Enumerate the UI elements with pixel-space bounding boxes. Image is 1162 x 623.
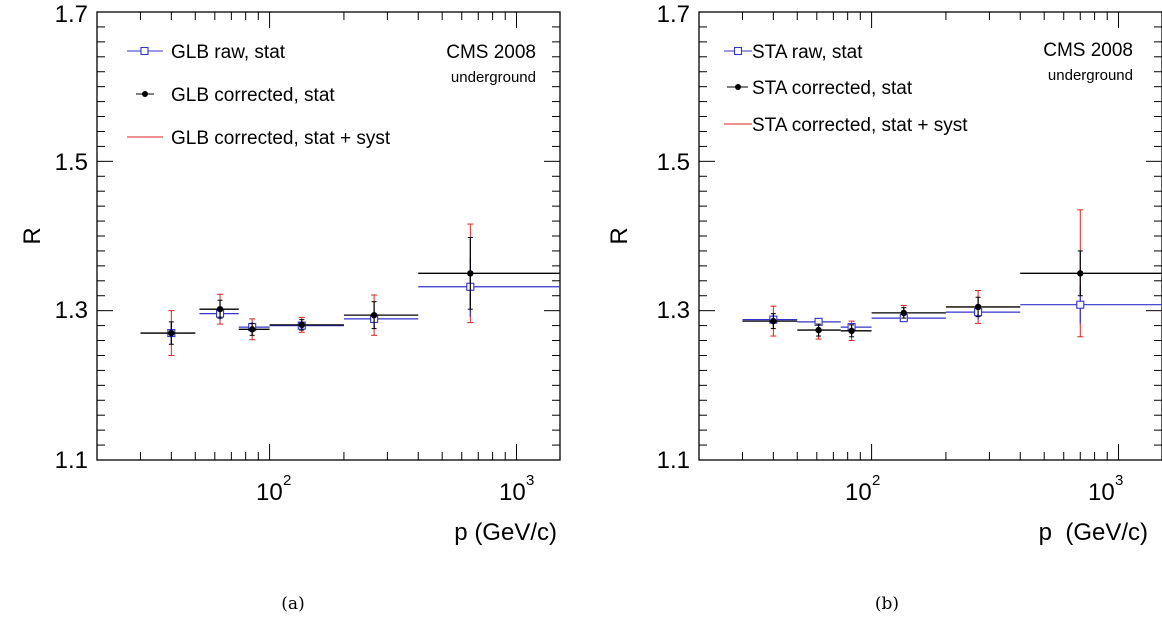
corrected-point xyxy=(269,319,344,331)
panel-a: 1.1 1.3 1.5 1.7 10 2 10 3 p (GeV/c) R GL… xyxy=(19,1,561,546)
x-tick-exponent: 3 xyxy=(1115,472,1123,489)
caption-b: (b) xyxy=(875,594,899,614)
corrected-point xyxy=(140,321,196,345)
cms-label: CMS 2008 xyxy=(1043,40,1133,61)
raw-point xyxy=(269,321,344,331)
y-tick-label: 1.1 xyxy=(55,447,88,474)
corrected-point xyxy=(418,236,560,310)
data-marks-b xyxy=(742,209,1162,342)
x-tick-label: 10 xyxy=(256,479,283,506)
corrected-marker xyxy=(815,326,822,334)
y-tick-label: 1.3 xyxy=(657,297,690,324)
cms-sublabel: underground xyxy=(1048,67,1133,84)
corrected-marker xyxy=(168,329,175,337)
corrected-marker xyxy=(370,311,378,319)
legend-syst-label: GLB corrected, stat + syst xyxy=(171,128,391,149)
data-marks-a xyxy=(140,223,560,356)
corrected-marker xyxy=(216,305,224,313)
y-tick-label: 1.5 xyxy=(55,149,88,176)
panel-b: 1.1 1.3 1.5 1.7 10 2 10 3 p (GeV/c) R ST… xyxy=(606,1,1162,546)
x-tick-label: 10 xyxy=(845,479,872,506)
corrected-point xyxy=(871,307,946,319)
y-axis-title: R xyxy=(19,227,46,244)
x-axis-title: p (GeV/c) xyxy=(1039,519,1148,546)
corrected-point xyxy=(343,301,419,330)
corrected-marker xyxy=(248,326,256,333)
raw-point xyxy=(1020,286,1162,324)
corrected-marker xyxy=(900,309,907,317)
y-tick-label: 1.5 xyxy=(657,149,690,176)
raw-point xyxy=(742,315,798,325)
raw-point xyxy=(840,323,872,332)
legend-raw-marker xyxy=(140,46,149,56)
y-tick-label: 1.7 xyxy=(55,1,88,28)
cms-sublabel: underground xyxy=(451,69,536,86)
corrected-marker xyxy=(848,327,855,335)
axis-ticks-b xyxy=(698,11,1162,461)
legend-a: GLB raw, stat GLB corrected, stat GLB co… xyxy=(127,42,391,149)
corrected-point xyxy=(238,322,270,336)
y-tick-label: 1.1 xyxy=(657,447,690,474)
x-tick-exponent: 2 xyxy=(872,472,880,489)
y-tick-label: 1.7 xyxy=(657,1,690,28)
legend-raw-label: GLB raw, stat xyxy=(171,42,286,63)
corrected-marker xyxy=(1077,270,1084,277)
x-tick-label: 10 xyxy=(499,479,526,506)
cms-label: CMS 2008 xyxy=(446,42,536,63)
caption-a: (a) xyxy=(281,594,304,614)
legend-corrected-marker xyxy=(735,84,741,90)
corrected-point xyxy=(797,323,841,337)
axis-ticks-a xyxy=(96,11,560,461)
corrected-point xyxy=(1020,250,1162,297)
corrected-point xyxy=(742,313,798,330)
corrected-point xyxy=(840,324,872,338)
corrected-point xyxy=(945,296,1021,318)
raw-point xyxy=(418,256,560,317)
raw-marker xyxy=(1076,300,1085,309)
corrected-point xyxy=(199,299,239,319)
corrected-marker xyxy=(974,303,982,311)
y-tick-label: 1.3 xyxy=(55,297,88,324)
legend-syst-label: STA corrected, stat + syst xyxy=(752,115,968,136)
x-tick-exponent: 2 xyxy=(283,472,291,489)
raw-point xyxy=(871,314,946,323)
legend-corrected-marker xyxy=(142,91,148,97)
x-tick-label: 10 xyxy=(1088,479,1115,506)
raw-point xyxy=(343,309,419,328)
corrected-marker xyxy=(467,270,474,277)
x-tick-exponent: 3 xyxy=(526,472,534,489)
x-axis-title: p (GeV/c) xyxy=(454,519,557,546)
legend-corrected-label: GLB corrected, stat xyxy=(171,85,335,106)
legend-raw-label: STA raw, stat xyxy=(752,42,863,63)
corrected-marker xyxy=(770,317,777,325)
corrected-marker xyxy=(298,321,305,329)
legend-b: STA raw, stat STA corrected, stat STA co… xyxy=(724,42,968,136)
y-axis-title: R xyxy=(606,227,633,244)
legend-raw-marker xyxy=(733,46,743,56)
legend-corrected-label: STA corrected, stat xyxy=(752,78,913,99)
